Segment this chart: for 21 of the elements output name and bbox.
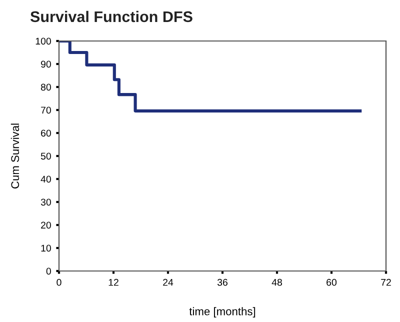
x-tick-label: 0 bbox=[56, 278, 62, 286]
y-tick-label: 30 bbox=[40, 198, 51, 206]
y-tick-label: 0 bbox=[46, 268, 51, 275]
y-tick-label: 100 bbox=[36, 38, 51, 45]
y-tick-label: 50 bbox=[40, 152, 51, 160]
x-tick-label: 60 bbox=[326, 278, 337, 286]
chart-title: Survival Function DFS bbox=[30, 10, 192, 22]
x-tick-label: 24 bbox=[163, 278, 174, 286]
x-axis-title: time [months] bbox=[189, 307, 256, 318]
y-tick-label: 40 bbox=[40, 176, 51, 183]
y-tick-label: 80 bbox=[40, 84, 51, 91]
y-tick-label: 20 bbox=[41, 222, 51, 229]
y-tick-label: 60 bbox=[41, 130, 51, 137]
y-tick-label: 90 bbox=[41, 60, 51, 68]
x-tick-label: 48 bbox=[272, 278, 282, 286]
x-tick-label: 12 bbox=[108, 278, 118, 286]
x-tick-label: 36 bbox=[217, 278, 228, 286]
y-tick-label: 70 bbox=[41, 106, 51, 114]
y-tick-label: 10 bbox=[41, 244, 51, 252]
y-axis-title: Cum Survival bbox=[10, 124, 20, 188]
x-tick-label: 72 bbox=[381, 278, 391, 286]
